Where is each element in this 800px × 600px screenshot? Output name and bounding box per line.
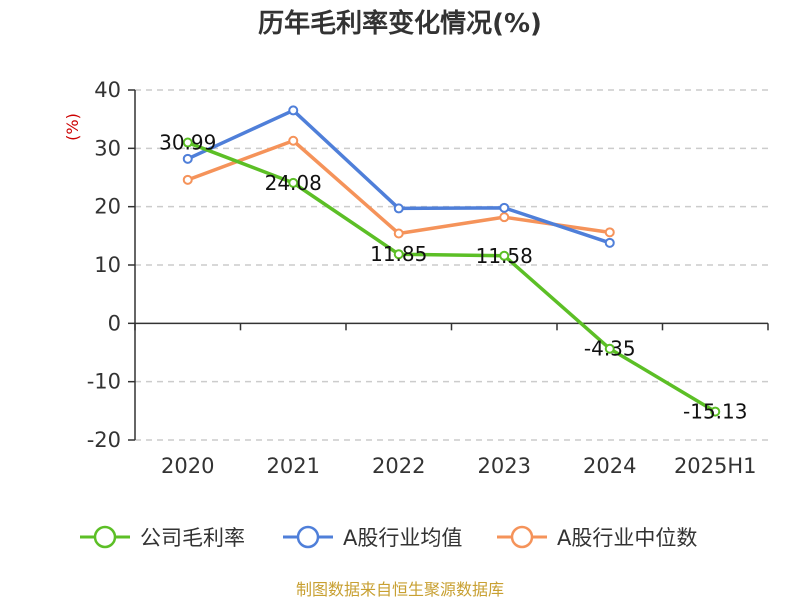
legend-item[interactable]: A股行业中位数: [497, 525, 697, 550]
data-label: -15.13: [683, 400, 747, 424]
legend-item[interactable]: A股行业均值: [283, 525, 462, 550]
y-tick-label: -10: [87, 370, 121, 394]
data-point[interactable]: [393, 249, 404, 260]
data-point[interactable]: [604, 227, 615, 238]
data-point[interactable]: [288, 177, 299, 188]
y-tick-label: 30: [94, 136, 121, 160]
chart-title: 历年毛利率变化情况(%): [258, 8, 542, 39]
data-point[interactable]: [499, 212, 510, 223]
data-point[interactable]: [182, 137, 193, 148]
data-point[interactable]: [182, 153, 193, 164]
legend-label: 公司毛利率: [140, 526, 245, 550]
data-label: -4.35: [584, 337, 636, 361]
x-tick-label: 2020: [161, 454, 214, 478]
data-point[interactable]: [393, 228, 404, 239]
data-labels: 30.99 24.08 11.85 11.58 -4.35 -15.13: [159, 131, 747, 424]
x-tick-label: 2024: [583, 454, 636, 478]
data-point[interactable]: [288, 135, 299, 146]
data-point[interactable]: [499, 250, 510, 261]
data-point[interactable]: [288, 105, 299, 116]
series-line: [187, 139, 610, 236]
data-point[interactable]: [710, 406, 721, 417]
x-tick-label: 2022: [372, 454, 425, 478]
data-point[interactable]: [182, 174, 193, 185]
data-point[interactable]: [393, 203, 404, 214]
y-tick-label: 10: [94, 253, 121, 277]
y-tick-label: -20: [87, 428, 121, 452]
series-line: [187, 108, 611, 245]
x-tick-label: 2025H1: [674, 454, 757, 478]
data-label: 11.85: [370, 242, 427, 266]
legend-label: A股行业均值: [343, 526, 462, 550]
source-note: 制图数据来自恒生聚源数据库: [296, 580, 504, 599]
legend[interactable]: 公司毛利率 A股行业均值 A股行业中位数: [80, 525, 697, 550]
series-lines: [182, 105, 721, 417]
legend-swatch-circle: [510, 525, 534, 549]
y-axis-label: (%): [63, 113, 82, 141]
y-tick-label: 20: [94, 195, 121, 219]
data-point[interactable]: [604, 343, 615, 354]
data-label: 24.08: [265, 171, 322, 195]
legend-label: A股行业中位数: [557, 526, 697, 550]
axes: -20 -10 0 10 20 30 40 2020 2021 2022 2023 2024 2025H…: [87, 78, 769, 478]
legend-swatch-circle: [93, 525, 117, 549]
data-point[interactable]: [604, 237, 615, 248]
x-tick-label: 2021: [267, 454, 320, 478]
series-line: [187, 140, 717, 414]
legend-item[interactable]: 公司毛利率: [80, 525, 245, 550]
data-point[interactable]: [499, 202, 510, 213]
data-label: 11.58: [476, 244, 533, 268]
legend-swatch-circle: [296, 525, 320, 549]
y-tick-label: 40: [94, 78, 121, 102]
x-tick-label: 2023: [478, 454, 531, 478]
y-tick-label: 0: [108, 311, 121, 335]
data-label: 30.99: [159, 131, 216, 155]
